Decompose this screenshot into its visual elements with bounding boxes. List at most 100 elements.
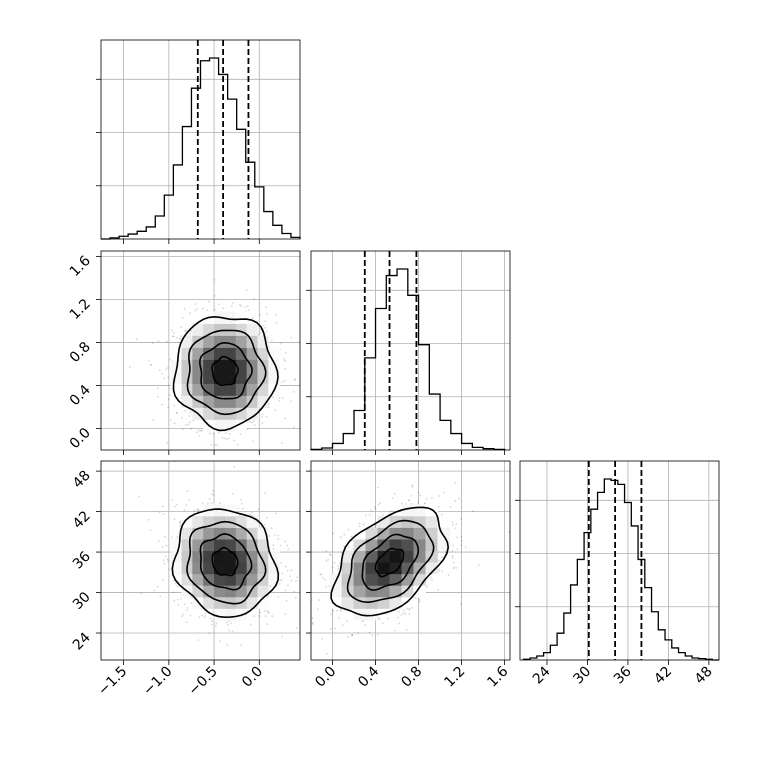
density-cell	[214, 347, 226, 360]
scatter-point	[173, 599, 176, 602]
density-cell	[401, 515, 414, 528]
scatter-point	[264, 327, 267, 329]
scatter-point	[318, 599, 321, 601]
density-cell	[192, 573, 204, 586]
scatter-point	[343, 534, 346, 536]
density-cell	[246, 585, 258, 598]
scatter-point	[138, 495, 141, 498]
density-cell	[257, 371, 269, 384]
density-cell	[181, 573, 193, 586]
scatter-point	[332, 532, 335, 535]
scatter-point	[351, 633, 354, 636]
scatter-point	[176, 535, 179, 538]
density-cell	[401, 527, 414, 540]
scatter-point	[163, 377, 166, 380]
contour-level	[186, 520, 267, 605]
density-cell	[389, 550, 402, 563]
histogram-2-xtick-label: 36	[611, 663, 635, 687]
scatter-point	[284, 589, 287, 592]
scatter-point	[285, 351, 287, 354]
scatter-point	[274, 409, 277, 412]
density-cell	[257, 335, 269, 348]
scatter-point	[261, 422, 264, 424]
scatter-point	[185, 609, 188, 612]
density-cell	[224, 539, 237, 552]
scatter-point	[279, 579, 282, 582]
scatter-point	[171, 498, 174, 501]
scatter-point	[341, 624, 344, 627]
scatter-point	[215, 622, 218, 625]
scatter-point	[304, 348, 306, 350]
scatter-point	[188, 415, 191, 418]
scatter-point	[158, 369, 161, 372]
scatter-point	[176, 585, 179, 588]
scatter-point	[411, 485, 414, 488]
density-cell	[389, 562, 402, 575]
scatter-point	[455, 536, 458, 539]
density-cell	[214, 371, 226, 384]
density-cell	[214, 539, 226, 552]
scatter-point	[452, 544, 454, 547]
scatter-point	[246, 428, 249, 431]
density-cell	[203, 335, 215, 348]
scatter-point	[162, 559, 165, 562]
density-cell	[246, 515, 258, 528]
density-cell	[257, 539, 269, 552]
density-cell	[224, 527, 237, 540]
density-cell	[203, 515, 215, 528]
scatter-point	[337, 567, 339, 570]
scatter-point	[457, 497, 460, 500]
scatter-point	[201, 614, 203, 617]
density-cell	[181, 371, 193, 384]
scatter-point	[408, 613, 411, 615]
density-cell	[246, 323, 258, 336]
scatter-point	[222, 307, 225, 310]
scatter-point	[308, 597, 310, 599]
scatter-1-2-xtick-label: 0.8	[398, 664, 425, 691]
density-cell	[181, 335, 193, 348]
scatter-point	[246, 305, 249, 308]
contour-level	[199, 533, 253, 591]
density-cell	[401, 585, 414, 598]
scatter-point	[337, 565, 340, 567]
contour-level	[346, 519, 435, 604]
density-cell	[246, 359, 258, 372]
scatter-point	[193, 509, 196, 512]
scatter-point	[206, 309, 209, 312]
density-cell	[365, 596, 378, 609]
scatter-point	[190, 427, 193, 430]
density-cell	[401, 539, 414, 552]
scatter-point	[237, 507, 239, 510]
histogram-series-2	[522, 478, 719, 661]
scatter-point	[456, 548, 459, 551]
scatter-point	[444, 551, 447, 554]
scatter-point	[188, 498, 191, 501]
scatter-point	[278, 397, 281, 399]
scatter-point	[181, 416, 183, 419]
scatter-point	[323, 578, 326, 581]
scatter-point	[211, 623, 213, 626]
scatter-point	[343, 545, 346, 548]
scatter-point	[414, 597, 417, 600]
scatter-point	[196, 307, 199, 310]
scatter-point	[157, 387, 160, 390]
scatter-point	[159, 595, 162, 598]
scatter-content-0-1	[128, 278, 306, 450]
scatter-point	[296, 576, 299, 579]
density-cell	[235, 359, 248, 372]
scatter-point	[411, 606, 414, 609]
scatter-point	[447, 574, 450, 576]
scatter-point	[293, 590, 296, 593]
density-cell	[437, 539, 450, 552]
density-cell	[170, 371, 182, 384]
scatter-point	[292, 390, 295, 393]
histogram-2-xtick-label: 24	[530, 663, 554, 687]
scatter-point	[398, 622, 401, 625]
scatter-point	[460, 518, 463, 520]
scatter-0-2-xtick-label: −1.0	[140, 664, 175, 699]
scatter-1-2-xtick-label: 0.4	[355, 663, 382, 690]
scatter-point	[162, 505, 164, 508]
density-cell	[257, 383, 269, 396]
density-cell	[246, 562, 258, 575]
scatter-point	[244, 305, 247, 308]
